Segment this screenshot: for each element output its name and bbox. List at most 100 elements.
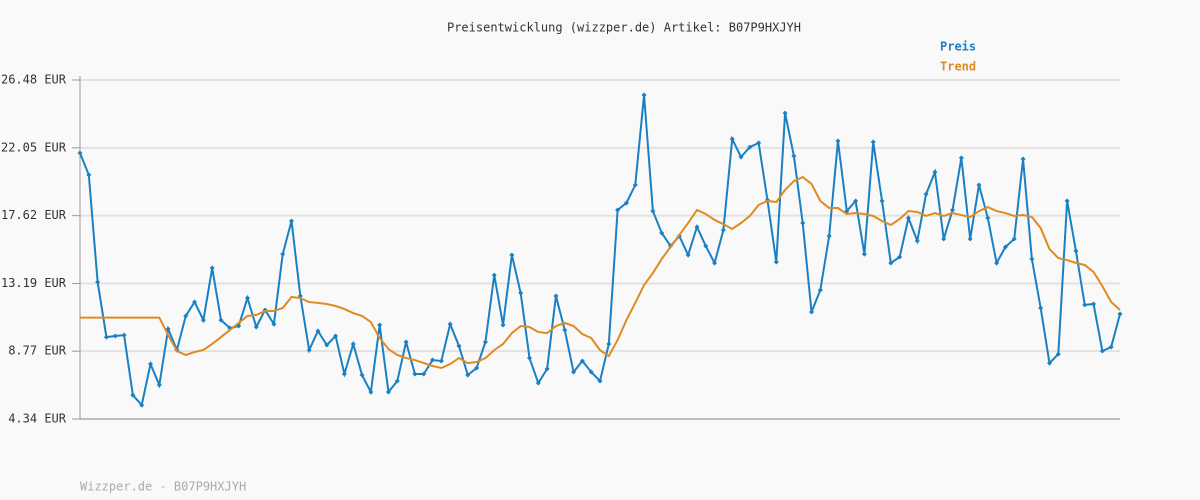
point	[853, 198, 859, 204]
point	[994, 260, 1000, 266]
point	[86, 172, 92, 178]
point	[641, 92, 647, 98]
point	[139, 402, 145, 408]
point	[209, 265, 215, 271]
point	[1046, 360, 1052, 366]
point	[1055, 351, 1061, 357]
point	[932, 169, 938, 175]
point	[712, 260, 718, 266]
point	[403, 339, 409, 345]
point	[923, 191, 929, 197]
point	[659, 230, 665, 236]
point	[720, 227, 726, 233]
point	[333, 333, 339, 339]
point	[888, 260, 894, 266]
point	[412, 371, 418, 377]
point	[1108, 344, 1114, 350]
point	[130, 392, 136, 398]
point	[1011, 236, 1017, 242]
point	[985, 215, 991, 221]
point	[835, 138, 841, 144]
y-tick-label: 13.19 EUR	[1, 276, 67, 290]
point	[826, 233, 832, 239]
point	[526, 355, 532, 361]
point	[950, 207, 956, 213]
point	[183, 313, 189, 319]
point	[368, 389, 374, 395]
line-1	[80, 175, 1121, 370]
point	[773, 259, 779, 265]
point	[941, 236, 947, 242]
point	[694, 224, 700, 230]
legend-label: Preis	[940, 40, 976, 54]
point	[544, 366, 550, 372]
point	[456, 343, 462, 349]
point	[192, 299, 198, 305]
point	[914, 238, 920, 244]
point	[500, 322, 506, 328]
point	[976, 182, 982, 188]
point	[1099, 348, 1105, 354]
point	[623, 200, 629, 206]
point	[553, 293, 559, 299]
point	[615, 207, 621, 213]
chart-title: Preisentwicklung (wizzper.de) Artikel: B…	[447, 21, 801, 35]
point	[861, 251, 867, 257]
point	[385, 389, 391, 395]
point	[1020, 156, 1026, 162]
point	[800, 220, 806, 226]
point	[870, 139, 876, 145]
point	[465, 372, 471, 378]
point	[729, 136, 735, 142]
legend-label: Trend	[940, 60, 976, 74]
point	[571, 369, 577, 375]
point	[324, 342, 330, 348]
point	[95, 279, 101, 285]
point	[438, 358, 444, 364]
y-tick-label: 17.62 EUR	[1, 208, 67, 222]
point	[579, 358, 585, 364]
point	[253, 324, 259, 330]
point	[341, 371, 347, 377]
point	[747, 144, 753, 150]
point	[1073, 248, 1079, 254]
point	[738, 154, 744, 160]
point	[447, 321, 453, 327]
point	[121, 332, 127, 338]
point	[606, 341, 612, 347]
point	[1091, 301, 1097, 307]
point	[756, 140, 762, 146]
point	[518, 290, 524, 296]
point	[1082, 302, 1088, 308]
point	[509, 252, 515, 258]
point	[879, 198, 885, 204]
point	[685, 252, 691, 258]
point	[218, 317, 224, 323]
point	[474, 365, 480, 371]
line-0	[79, 94, 1121, 408]
point	[562, 327, 568, 333]
point	[1038, 305, 1044, 311]
y-tick-label: 8.77 EUR	[8, 344, 67, 358]
point	[280, 251, 286, 257]
y-tick-label: 4.34 EUR	[8, 412, 67, 426]
point	[535, 380, 541, 386]
point	[430, 357, 436, 363]
footer: Wizzper.de - B07P9HXJYH	[80, 480, 246, 494]
point	[817, 287, 823, 293]
point	[1029, 256, 1035, 262]
point	[967, 236, 973, 242]
point	[306, 347, 312, 353]
point	[958, 155, 964, 161]
point	[597, 378, 603, 384]
point	[632, 182, 638, 188]
point	[350, 341, 356, 347]
point	[112, 333, 118, 339]
point	[588, 369, 594, 375]
point	[491, 272, 497, 278]
point	[650, 208, 656, 214]
point	[482, 339, 488, 345]
point	[165, 326, 171, 332]
point	[1064, 198, 1070, 204]
